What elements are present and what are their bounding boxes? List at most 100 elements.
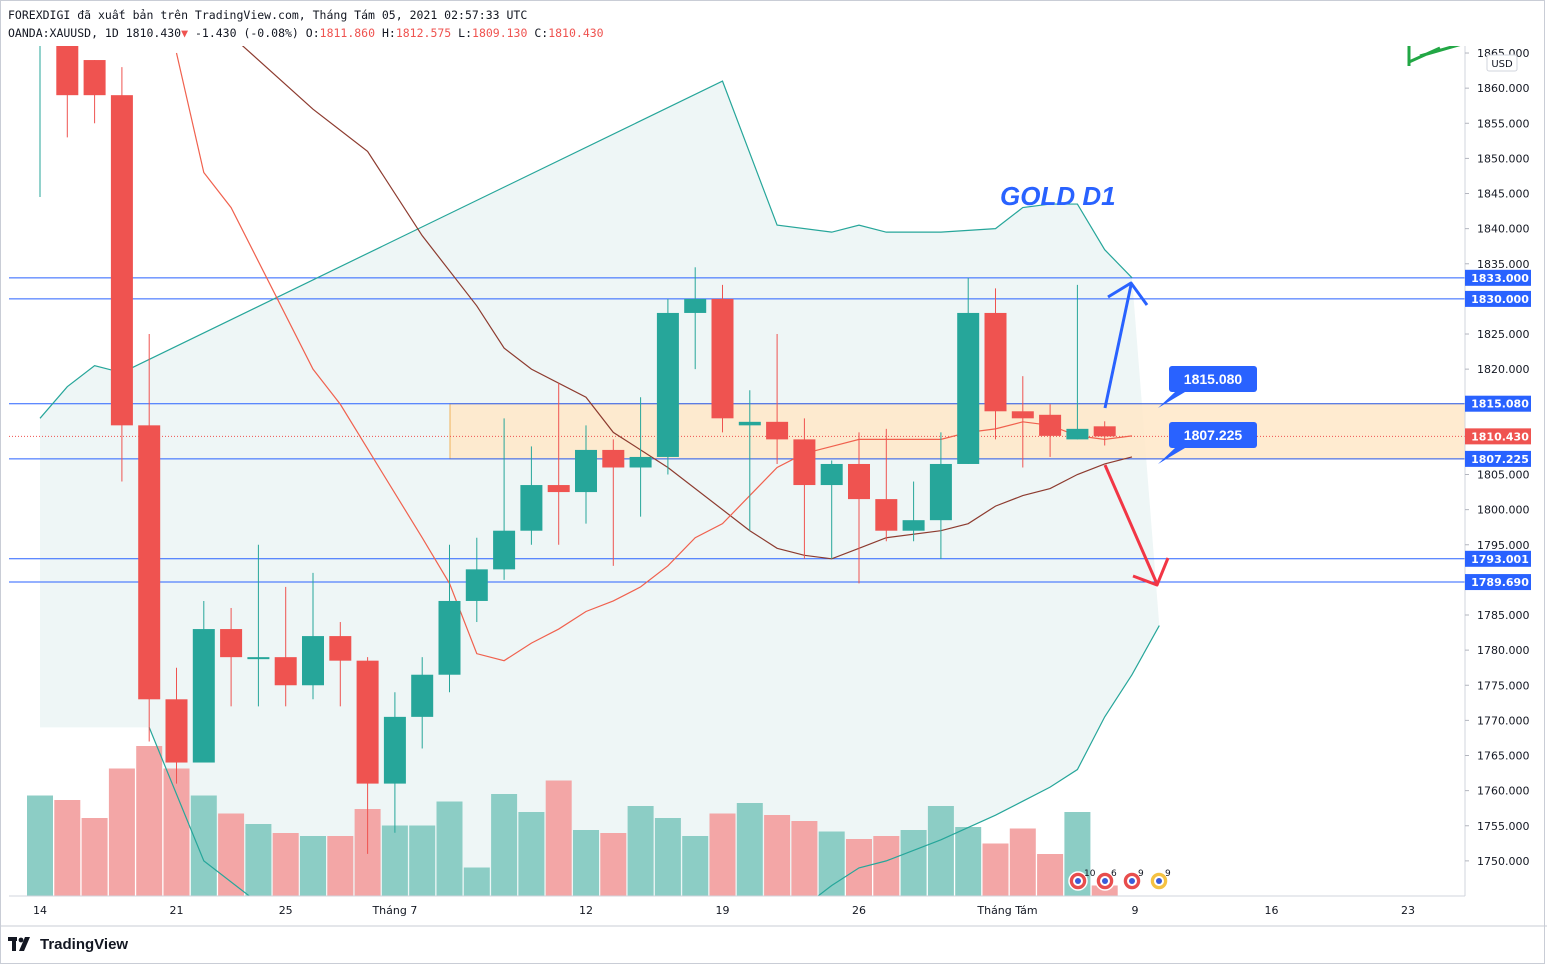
candle-body <box>247 657 270 660</box>
candle-body <box>438 600 461 675</box>
price-label-box <box>1465 574 1531 591</box>
price-tick-label: 1835.000 <box>1477 258 1530 271</box>
volume-bar <box>600 833 627 896</box>
tradingview-logo[interactable]: TradingView <box>8 934 128 954</box>
candle-body <box>875 499 898 531</box>
price-label-box <box>1465 290 1531 307</box>
price-tick-label: 1850.000 <box>1477 152 1530 165</box>
close-label: C: <box>534 26 549 40</box>
price-tick-label: 1800.000 <box>1477 504 1530 517</box>
price-label: 1830.000 <box>1471 293 1529 306</box>
candle-body <box>165 699 188 763</box>
volume-bar <box>982 843 1009 896</box>
volume-bar <box>27 795 53 896</box>
callout-label: 1815.080 <box>1184 371 1243 387</box>
volume-bar <box>163 768 190 896</box>
symbol-label[interactable]: OANDA:XAUUSD, 1D <box>8 26 119 40</box>
candle-body <box>29 4 51 6</box>
candle-body <box>220 629 243 658</box>
volume-bar <box>709 813 736 896</box>
open-label: O: <box>305 26 320 40</box>
candle-body <box>302 636 324 686</box>
price-tick-label: 1750.000 <box>1477 855 1530 868</box>
price-chart[interactable]: GOLD D1 1815.080 1807.225 10 6 9 9 1750.000 1755… <box>0 0 1547 930</box>
price-change: -1.430 (-0.08%) <box>194 26 299 40</box>
volume-bar <box>327 836 354 896</box>
open-value: 1811.860 <box>319 26 376 40</box>
currency-badge <box>1486 54 1518 72</box>
price-tick-label: 1820.000 <box>1477 363 1530 376</box>
volume-bar <box>873 836 900 896</box>
badge-count: 6 <box>1111 869 1117 879</box>
time-tick-label: 25 <box>279 904 293 917</box>
low-value: 1809.130 <box>472 26 528 40</box>
candle-body <box>110 95 133 426</box>
candle-body <box>656 312 679 457</box>
event-badge: 10 <box>1068 869 1096 891</box>
volume-bar <box>627 806 654 896</box>
time-tick-label: Tháng Tám <box>976 904 1037 917</box>
price-tick-label: 1755.000 <box>1477 820 1530 833</box>
volume-bar <box>81 818 108 896</box>
volume-bar <box>300 836 326 896</box>
volume-bar <box>736 803 763 896</box>
volume-bar <box>108 768 135 896</box>
price-label: 1789.690 <box>1471 576 1529 589</box>
badge-count: 10 <box>1084 869 1096 879</box>
price-label: 1793.001 <box>1471 553 1529 566</box>
candle-body <box>738 421 761 426</box>
callout-label: 1807.225 <box>1184 427 1243 443</box>
volume-bar <box>136 746 163 896</box>
down-arrow-head <box>1132 557 1170 587</box>
price-tick-label: 1765.000 <box>1477 750 1530 763</box>
close-value: 1810.430 <box>548 26 604 40</box>
time-tick-label: 9 <box>1132 904 1139 917</box>
candle-body <box>766 421 789 440</box>
volume-bar <box>1091 885 1118 896</box>
candle-body <box>383 716 406 784</box>
candle-body <box>192 629 215 763</box>
high-label: H: <box>381 26 396 40</box>
price-tick-label: 1785.000 <box>1477 609 1530 622</box>
bollinger-band-fill <box>40 81 1160 896</box>
candle-body <box>602 449 625 468</box>
volume-bar <box>1037 854 1064 896</box>
candle-body <box>848 463 870 500</box>
badge-count: 9 <box>1165 869 1171 879</box>
candle-body <box>83 60 106 96</box>
volume-bar <box>818 831 845 896</box>
time-tick-label: 14 <box>33 904 47 917</box>
up-arrow-shaft <box>1103 284 1133 409</box>
volume-bar <box>682 836 709 896</box>
candle-body <box>138 425 161 700</box>
price-label-box <box>1465 395 1531 412</box>
price-tick-label: 1855.000 <box>1477 117 1530 130</box>
time-tick-label: 19 <box>716 904 730 917</box>
volume-bar <box>764 815 791 896</box>
volume-bar <box>409 825 436 896</box>
publish-info: FOREXDIGI đã xuất bản trên TradingView.c… <box>8 8 528 22</box>
volume-bar <box>190 795 217 896</box>
price-tick-label: 1845.000 <box>1477 188 1530 201</box>
volume-bar <box>381 825 408 896</box>
candle-body <box>547 485 570 493</box>
price-tick-label: 1805.000 <box>1477 469 1530 482</box>
volume-bar <box>54 800 81 896</box>
volume-bar <box>900 830 927 896</box>
bollinger-lower-line <box>148 625 1160 896</box>
volume-bar <box>491 794 518 896</box>
candle-body <box>1039 414 1062 436</box>
volume-bar <box>518 812 545 896</box>
candle-body <box>629 456 652 468</box>
volume-bar <box>927 806 954 896</box>
candle-body <box>793 439 816 486</box>
event-badge: 9 <box>1149 869 1171 891</box>
price-label: 1815.080 <box>1471 398 1529 411</box>
candle-body <box>575 449 597 493</box>
callout-upper: 1815.080 <box>1158 366 1257 408</box>
price-tick-label: 1760.000 <box>1477 785 1530 798</box>
candle-body <box>1066 428 1089 440</box>
price-label-box <box>1465 450 1531 467</box>
volume-bar <box>1009 828 1036 896</box>
tradingview-logo-icon <box>8 937 30 951</box>
